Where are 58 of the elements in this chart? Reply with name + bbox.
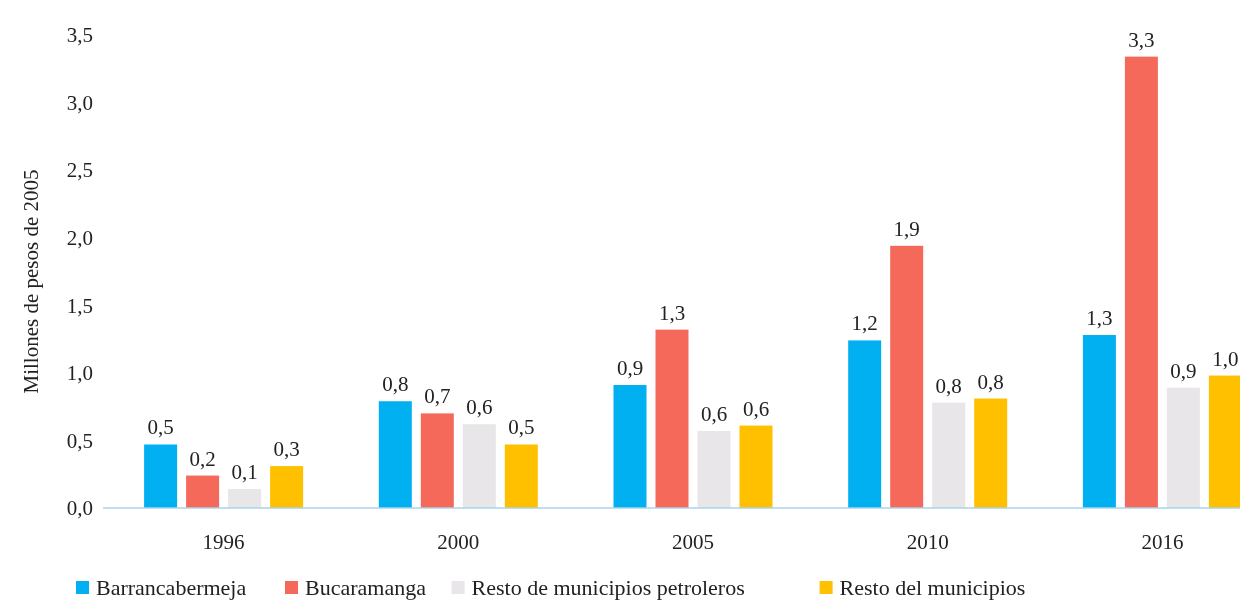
data-label: 1,9 bbox=[893, 216, 920, 241]
x-tick-label: 2016 bbox=[1141, 530, 1184, 554]
data-label: 0,5 bbox=[147, 415, 174, 440]
data-label: 1,3 bbox=[658, 300, 686, 325]
bar bbox=[420, 413, 454, 508]
data-label: 1,3 bbox=[1086, 306, 1113, 331]
bar bbox=[932, 402, 966, 508]
bar bbox=[378, 401, 412, 508]
data-label: 0,1 bbox=[231, 460, 258, 485]
data-label: 3,3 bbox=[1128, 27, 1155, 52]
x-tick-label: 1996 bbox=[202, 530, 245, 554]
data-label: 0,3 bbox=[273, 437, 300, 462]
data-label: 0,6 bbox=[742, 396, 770, 421]
y-tick-label: 0,0 bbox=[66, 496, 93, 521]
y-tick-label: 0,5 bbox=[66, 428, 93, 453]
bar bbox=[1166, 387, 1200, 508]
bar bbox=[655, 329, 689, 508]
x-tick-label: 2000 bbox=[437, 530, 480, 554]
y-tick-label: 1,5 bbox=[66, 293, 93, 318]
bar bbox=[697, 430, 731, 508]
legend-label: Barrancabermeja bbox=[96, 575, 247, 600]
bar bbox=[848, 340, 882, 508]
data-label: 0,6 bbox=[700, 401, 728, 426]
bar bbox=[1208, 375, 1240, 508]
x-tick-label: 2005 bbox=[672, 530, 714, 554]
bar bbox=[462, 424, 496, 508]
y-tick-label: 3,5 bbox=[66, 23, 93, 48]
bar bbox=[186, 475, 220, 508]
bar bbox=[228, 489, 262, 508]
bar bbox=[144, 444, 178, 508]
data-label: 0,6 bbox=[466, 395, 493, 420]
data-label: 0,8 bbox=[977, 369, 1004, 394]
bar bbox=[1124, 56, 1158, 508]
y-tick-label: 1,0 bbox=[66, 361, 93, 386]
bar bbox=[613, 385, 647, 508]
legend-label: Bucaramanga bbox=[305, 575, 427, 600]
data-label: 1,0 bbox=[1212, 346, 1239, 371]
x-tick-label: 2010 bbox=[906, 530, 949, 554]
data-label: 0,9 bbox=[1170, 358, 1197, 383]
bar bbox=[890, 245, 924, 508]
data-label: 0,5 bbox=[508, 415, 535, 440]
bar bbox=[270, 466, 304, 508]
legend-label: Resto del municipios bbox=[839, 575, 1026, 600]
bar bbox=[504, 444, 538, 508]
bar bbox=[1082, 335, 1116, 508]
data-label: 0,7 bbox=[424, 384, 451, 409]
y-tick-label: 2,0 bbox=[66, 226, 93, 251]
data-label: 1,2 bbox=[851, 311, 878, 336]
y-tick-label: 3,0 bbox=[66, 90, 93, 115]
legend-label: Resto de municipios petroleros bbox=[471, 575, 745, 600]
data-label: 0,8 bbox=[382, 372, 409, 397]
data-label: 0,2 bbox=[189, 446, 216, 471]
bar bbox=[739, 425, 773, 508]
y-tick-label: 2,5 bbox=[66, 158, 93, 183]
data-label: 0,8 bbox=[935, 373, 962, 398]
bar bbox=[974, 398, 1008, 508]
y-axis-title: Millones de pesos de 2005 bbox=[19, 169, 43, 394]
data-label: 0,9 bbox=[616, 356, 644, 381]
